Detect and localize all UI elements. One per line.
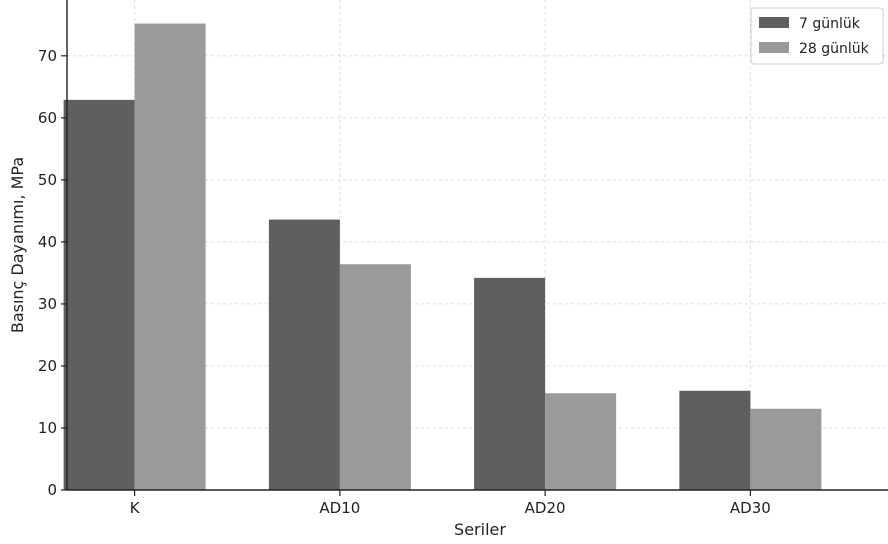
axes <box>66 0 888 491</box>
x-tick-label: AD30 <box>730 499 771 517</box>
bar <box>545 393 617 490</box>
y-axis-title: Basınç Dayanımı, MPa <box>8 157 27 333</box>
bar <box>750 408 822 490</box>
x-tick-label: K <box>130 499 141 517</box>
y-tick-label: 20 <box>38 357 57 375</box>
legend-swatch <box>759 42 789 53</box>
x-axis-title: Seriler <box>454 520 506 539</box>
y-tick-label: 30 <box>38 295 57 313</box>
y-tick-label: 50 <box>38 171 57 189</box>
bar <box>679 390 751 490</box>
x-ticks: K AD10 AD20 AD30 <box>130 490 771 517</box>
legend-label: 28 günlük <box>799 41 870 57</box>
bar <box>134 23 206 491</box>
x-tick-label: AD10 <box>319 499 360 517</box>
y-tick-label: 10 <box>38 419 57 437</box>
bars <box>63 23 822 491</box>
bar <box>268 219 340 490</box>
legend-swatch <box>759 17 789 28</box>
y-ticks: 0 10 20 30 40 50 60 70 <box>38 47 67 499</box>
bar <box>63 99 135 491</box>
bar <box>474 277 546 490</box>
y-tick-label: 40 <box>38 233 57 251</box>
legend: 7 günlük 28 günlük <box>750 7 884 65</box>
legend-label: 7 günlük <box>799 16 861 32</box>
bar <box>339 264 411 490</box>
y-tick-label: 60 <box>38 109 57 127</box>
y-tick-label: 0 <box>47 481 57 499</box>
y-tick-label: 70 <box>38 47 57 65</box>
x-tick-label: AD20 <box>525 499 566 517</box>
